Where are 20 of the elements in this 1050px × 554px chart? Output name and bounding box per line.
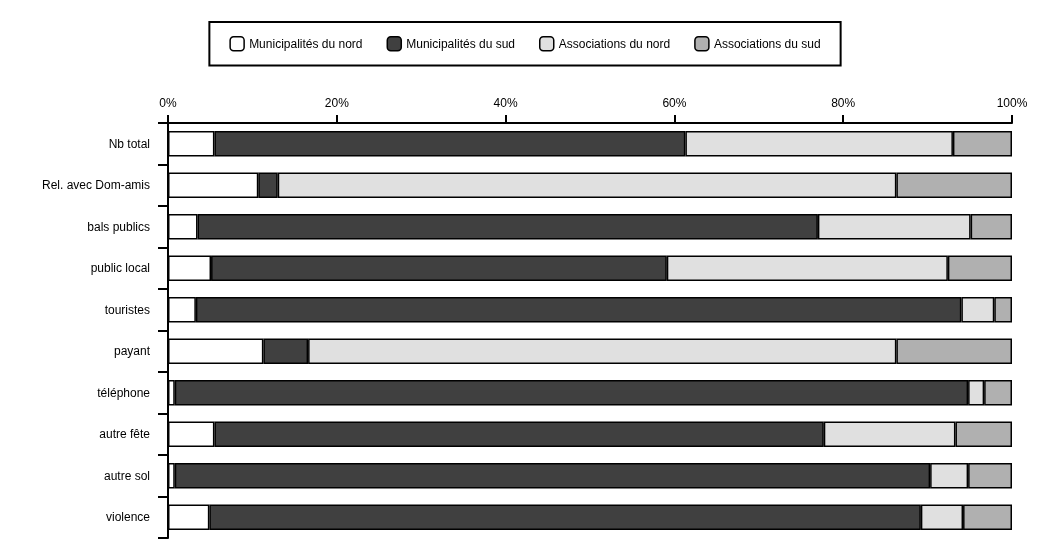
legend-label: Municipalités du sud [406,36,516,51]
legend-label: Municipalités du nord [249,36,363,51]
x-tick-label: 0% [159,96,177,110]
y-tick-label: public local [90,261,150,276]
x-tick-label: 20% [324,96,350,110]
x-tick-label: 100% [996,96,1028,110]
y-tick-label: téléphone [97,385,151,400]
y-tick-label: violence [105,510,151,525]
y-tick-label: autre sol [103,468,150,483]
legend-label: Associations du sud [713,36,821,51]
y-tick-label: Nb total [108,136,150,151]
legend-label: Associations du nord [558,36,671,51]
y-tick-label: touristes [104,302,150,317]
y-tick-label: payant [113,344,151,359]
y-tick-label: bals publics [87,219,150,234]
x-tick-label: 80% [831,96,856,110]
y-tick-label: autre fête [99,427,151,442]
x-tick-label: 60% [662,96,687,110]
x-tick-label: 40% [493,96,518,110]
y-tick-label: Rel. avec Dom-amis [41,178,150,193]
